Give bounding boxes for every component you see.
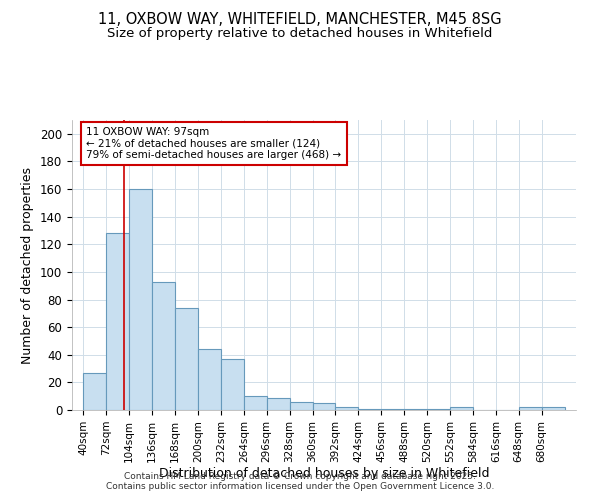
Bar <box>83 372 106 410</box>
Bar <box>198 349 221 410</box>
Bar <box>267 398 290 410</box>
Bar <box>221 359 244 410</box>
Text: Contains HM Land Registry data © Crown copyright and database right 2025.: Contains HM Land Registry data © Crown c… <box>124 472 476 481</box>
Bar <box>152 282 175 410</box>
Bar <box>313 403 335 410</box>
Bar <box>106 233 129 410</box>
Bar <box>404 408 427 410</box>
Text: Size of property relative to detached houses in Whitefield: Size of property relative to detached ho… <box>107 28 493 40</box>
Bar <box>335 407 358 410</box>
Bar <box>427 408 450 410</box>
Bar <box>450 407 473 410</box>
Bar <box>358 408 381 410</box>
Bar <box>244 396 267 410</box>
Bar <box>129 189 152 410</box>
Bar <box>542 407 565 410</box>
Text: 11, OXBOW WAY, WHITEFIELD, MANCHESTER, M45 8SG: 11, OXBOW WAY, WHITEFIELD, MANCHESTER, M… <box>98 12 502 28</box>
Text: Contains public sector information licensed under the Open Government Licence 3.: Contains public sector information licen… <box>106 482 494 491</box>
Bar <box>175 308 198 410</box>
Bar <box>381 408 404 410</box>
Text: 11 OXBOW WAY: 97sqm
← 21% of detached houses are smaller (124)
79% of semi-detac: 11 OXBOW WAY: 97sqm ← 21% of detached ho… <box>86 127 341 160</box>
Y-axis label: Number of detached properties: Number of detached properties <box>22 166 34 364</box>
Bar <box>290 402 313 410</box>
X-axis label: Distribution of detached houses by size in Whitefield: Distribution of detached houses by size … <box>159 468 489 480</box>
Bar <box>519 407 542 410</box>
